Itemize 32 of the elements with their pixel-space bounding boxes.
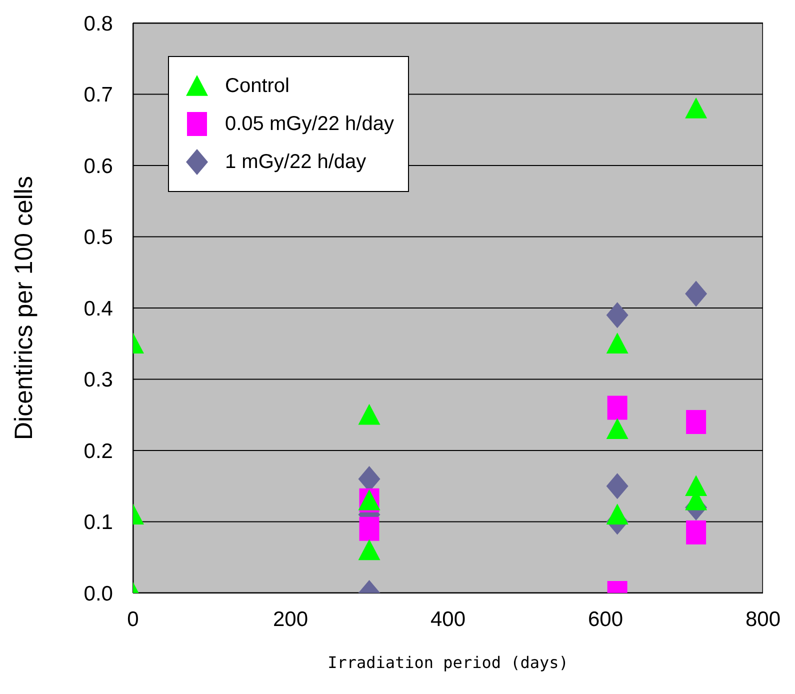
point bbox=[358, 539, 380, 560]
x-tick-label: 600 bbox=[588, 608, 624, 631]
x-tick-label: 0 bbox=[127, 608, 139, 631]
point bbox=[359, 516, 380, 541]
point bbox=[686, 410, 706, 434]
y-tick-label: 0.7 bbox=[84, 84, 113, 107]
point bbox=[606, 332, 628, 354]
point bbox=[606, 418, 628, 440]
point bbox=[686, 520, 706, 544]
point bbox=[606, 504, 628, 525]
y-tick-label: 0.6 bbox=[84, 154, 113, 178]
legend-label: 1 mGy/22 h/day bbox=[225, 150, 366, 174]
y-tick-label: 0.3 bbox=[84, 368, 113, 392]
y-tick-label: 0.4 bbox=[84, 297, 114, 320]
point bbox=[685, 280, 708, 307]
legend-label: Control bbox=[225, 74, 290, 98]
x-tick-label: 200 bbox=[272, 608, 308, 631]
y-tick-label: 0.5 bbox=[84, 226, 113, 250]
x-tick-label: 800 bbox=[745, 608, 781, 631]
y-tick-label: 0.0 bbox=[84, 582, 113, 606]
point bbox=[606, 473, 628, 500]
point bbox=[606, 302, 628, 328]
point bbox=[607, 396, 628, 420]
point bbox=[685, 98, 708, 118]
point bbox=[358, 404, 380, 425]
legend-label: 0.05 mGy/22 h/day bbox=[225, 112, 394, 136]
y-tick-label: 0.8 bbox=[84, 12, 113, 36]
y-axis-title: Dicentirics per 100 cells bbox=[10, 176, 38, 440]
x-axis-title: Irradiation period (days) bbox=[328, 653, 568, 672]
y-tick-label: 0.1 bbox=[84, 511, 113, 534]
x-tick-label: 400 bbox=[430, 608, 466, 631]
y-tick-label: 0.2 bbox=[84, 440, 113, 463]
